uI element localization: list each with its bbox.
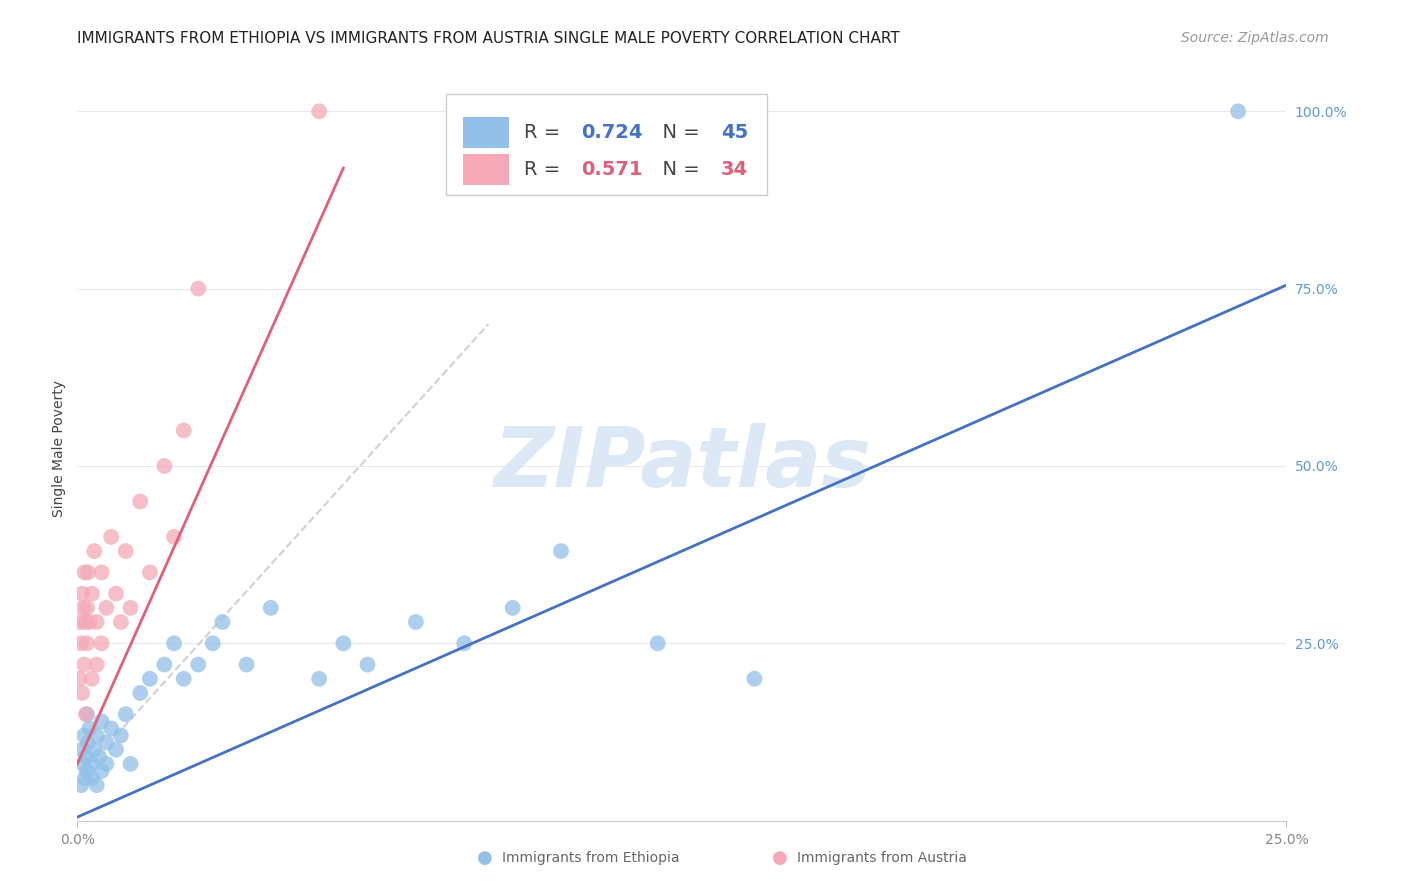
Point <box>235 657 257 672</box>
Point <box>80 771 103 785</box>
Point <box>550 544 572 558</box>
Point <box>453 636 475 650</box>
Point <box>308 104 330 119</box>
Point <box>70 742 93 756</box>
Point <box>120 756 142 771</box>
Point <box>96 756 118 771</box>
Point <box>153 458 176 473</box>
Point <box>86 657 108 672</box>
Point <box>76 600 98 615</box>
Text: 0.571: 0.571 <box>582 161 643 179</box>
Point <box>105 742 128 756</box>
Point <box>502 600 524 615</box>
Point <box>96 600 118 615</box>
Point <box>153 657 176 672</box>
FancyBboxPatch shape <box>446 95 766 195</box>
Text: ●: ● <box>772 849 789 867</box>
Text: R =: R = <box>523 123 567 142</box>
Point <box>76 707 98 722</box>
FancyBboxPatch shape <box>463 154 509 186</box>
Text: 0.724: 0.724 <box>582 123 643 142</box>
Point <box>86 729 108 743</box>
Point <box>72 600 94 615</box>
Point <box>80 587 103 601</box>
Point <box>187 282 209 296</box>
Point <box>356 657 378 672</box>
Point <box>77 736 100 750</box>
Point <box>96 736 118 750</box>
Point <box>80 672 103 686</box>
Point <box>75 749 97 764</box>
Text: 45: 45 <box>721 123 748 142</box>
Point <box>75 771 97 785</box>
Point <box>332 636 354 650</box>
Text: N =: N = <box>651 161 706 179</box>
Point <box>173 424 195 438</box>
Text: IMMIGRANTS FROM ETHIOPIA VS IMMIGRANTS FROM AUSTRIA SINGLE MALE POVERTY CORRELAT: IMMIGRANTS FROM ETHIOPIA VS IMMIGRANTS F… <box>77 31 900 46</box>
Point <box>211 615 233 629</box>
Point <box>69 615 91 629</box>
Point <box>86 778 108 792</box>
Y-axis label: Single Male Poverty: Single Male Poverty <box>52 380 66 516</box>
Point <box>90 566 112 580</box>
Point <box>744 672 766 686</box>
Point <box>73 657 96 672</box>
Point <box>139 672 162 686</box>
Text: Immigrants from Ethiopia: Immigrants from Ethiopia <box>502 851 679 865</box>
Point <box>139 566 162 580</box>
Text: N =: N = <box>651 123 706 142</box>
Point <box>76 636 98 650</box>
Point <box>1227 104 1250 119</box>
Point <box>405 615 427 629</box>
Point <box>86 615 108 629</box>
Point <box>83 544 105 558</box>
Point <box>110 729 132 743</box>
Text: Source: ZipAtlas.com: Source: ZipAtlas.com <box>1181 31 1329 45</box>
Point <box>110 615 132 629</box>
Point <box>67 672 90 686</box>
Text: ZIPatlas: ZIPatlas <box>494 423 870 504</box>
Point <box>70 686 93 700</box>
Point <box>105 587 128 601</box>
Point <box>70 636 93 650</box>
Point <box>77 566 100 580</box>
Text: ●: ● <box>477 849 494 867</box>
Point <box>114 544 136 558</box>
Point <box>72 756 94 771</box>
Point <box>120 600 142 615</box>
Point <box>187 657 209 672</box>
Text: 34: 34 <box>721 161 748 179</box>
Point <box>129 686 152 700</box>
Point <box>87 749 110 764</box>
Point <box>90 714 112 729</box>
Text: Immigrants from Austria: Immigrants from Austria <box>797 851 967 865</box>
Point <box>75 615 97 629</box>
Point <box>79 615 101 629</box>
Point <box>201 636 224 650</box>
Point <box>129 494 152 508</box>
Point <box>100 530 122 544</box>
Point <box>173 672 195 686</box>
Point <box>90 636 112 650</box>
Point <box>70 778 93 792</box>
Text: R =: R = <box>523 161 567 179</box>
FancyBboxPatch shape <box>463 117 509 148</box>
Point <box>75 707 97 722</box>
Point <box>308 672 330 686</box>
Point <box>100 722 122 736</box>
Point <box>163 530 186 544</box>
Point <box>114 707 136 722</box>
Point <box>163 636 186 650</box>
Point <box>647 636 669 650</box>
Point <box>73 566 96 580</box>
Point <box>80 756 103 771</box>
Point <box>90 764 112 778</box>
Point <box>260 600 283 615</box>
Point <box>73 729 96 743</box>
Point <box>76 764 98 778</box>
Point <box>83 742 105 756</box>
Point <box>79 722 101 736</box>
Point <box>70 587 93 601</box>
